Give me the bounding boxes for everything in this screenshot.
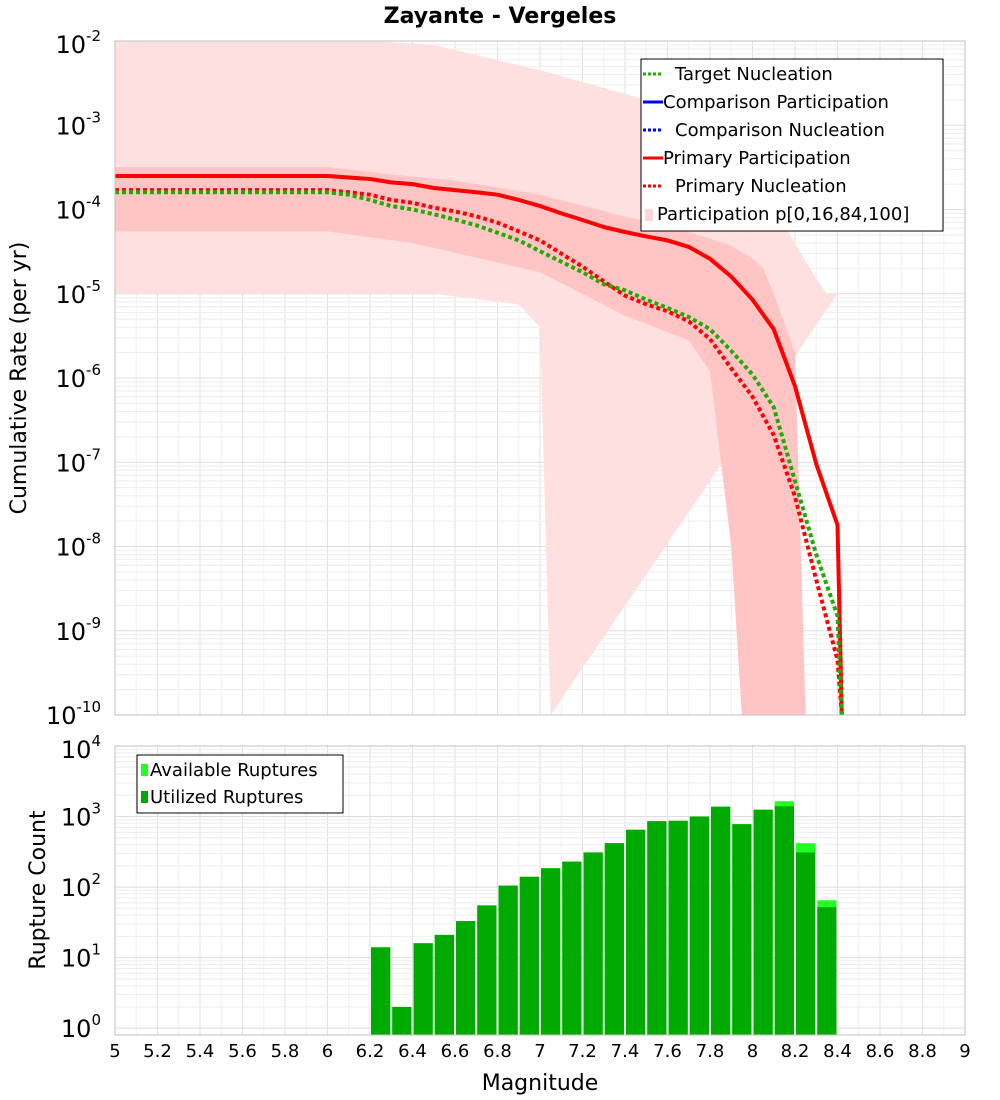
rupture-y-tick-label: 102 (61, 870, 101, 902)
legend-label-target-nucleation: Target Nucleation (674, 64, 833, 85)
magnitude-tick-label: 7.4 (611, 1041, 640, 1062)
legend-label-utilized-ruptures: Utilized Ruptures (150, 787, 303, 808)
chart-title: Zayante - Vergeles (384, 4, 617, 29)
utilized-ruptures-bar (689, 816, 709, 1035)
rupture-y-tick-label: 100 (61, 1011, 101, 1043)
utilized-ruptures-bar (392, 1006, 412, 1035)
magnitude-tick-label: 6.8 (483, 1041, 512, 1062)
legend-label-comparison-nucleation: Comparison Nucleation (675, 120, 885, 141)
rate-y-tick-label: 10-2 (55, 27, 101, 59)
magnitude-tick-label: 8.4 (823, 1041, 852, 1062)
rate-lines (115, 174, 844, 715)
magnitude-tick-label: 9 (959, 1041, 970, 1062)
utilized-ruptures-bar (817, 907, 837, 1035)
rate-plot-panel: 10-2 10-3 10-4 10-5 10-6 10-7 10-8 10-9 10-10 Ta… (46, 27, 966, 730)
rupture-y-tick-labels: 104 103 102 101 100 (61, 732, 101, 1043)
utilized-ruptures-bar (647, 821, 667, 1035)
legend-label-available-ruptures: Available Ruptures (150, 760, 318, 781)
rate-legend: Target Nucleation Comparison Participatio… (640, 58, 944, 232)
participation-band-p16-p84 (115, 166, 806, 715)
magnitude-tick-label: 6 (322, 1041, 333, 1062)
utilized-ruptures-bar (796, 852, 816, 1035)
magnitude-tick-label: 5.8 (271, 1041, 300, 1062)
primary-participation-line (115, 174, 844, 715)
utilized-ruptures-bar (541, 868, 561, 1035)
utilized-ruptures-bar (562, 861, 582, 1035)
target-nucleation-line (115, 190, 844, 715)
utilized-ruptures-bar (456, 921, 476, 1035)
utilized-ruptures-bar (434, 934, 454, 1035)
legend-swatch-available-ruptures (141, 764, 148, 776)
magnitude-tick-label: 7 (534, 1041, 545, 1062)
rupture-y-axis-label: Rupture Count (26, 810, 51, 970)
rate-y-tick-label: 10-3 (55, 108, 101, 140)
magnitude-axis-label: Magnitude (482, 1071, 599, 1096)
rate-y-tick-labels: 10-2 10-3 10-4 10-5 10-6 10-7 10-8 10-9 10-10 (46, 27, 101, 730)
rate-y-axis-label: Cumulative Rate (per yr) (7, 242, 32, 515)
rupture-bars (371, 801, 837, 1035)
utilized-ruptures-bar (498, 885, 518, 1035)
rupture-legend: Available Ruptures Utilized Ruptures (136, 754, 344, 814)
rate-y-tick-label: 10-6 (55, 361, 101, 393)
magnitude-tick-label: 5.4 (186, 1041, 215, 1062)
primary-nucleation-line (115, 188, 844, 715)
magnitude-tick-label: 7.2 (568, 1041, 597, 1062)
rupture-y-tick-label: 104 (61, 732, 101, 764)
rate-y-tick-label: 10-9 (55, 614, 101, 646)
utilized-ruptures-bar (668, 820, 688, 1035)
rate-y-tick-label: 10-4 (55, 193, 101, 225)
rate-y-tick-label: 10-8 (55, 530, 101, 562)
magnitude-tick-label: 5.6 (228, 1041, 257, 1062)
rupture-legend-box (136, 754, 344, 814)
utilized-ruptures-bar (753, 809, 773, 1035)
magnitude-tick-label: 8.2 (781, 1041, 810, 1062)
rate-y-tick-label: 10-5 (55, 277, 101, 309)
rate-plot-frame (114, 40, 966, 716)
utilized-ruptures-bar (604, 843, 624, 1035)
magnitude-tick-label: 8.8 (908, 1041, 937, 1062)
magnitude-tick-label: 6.6 (441, 1041, 470, 1062)
rate-legend-box (640, 58, 944, 232)
rupture-count-panel: 104 103 102 101 100 5 5.2 5.4 5.6 5.8 6 6.2 6.4 6.6 6… (61, 732, 971, 1062)
magnitude-tick-label: 5 (109, 1041, 120, 1062)
legend-label-comparison-participation: Comparison Participation (663, 92, 889, 113)
rupture-y-tick-label: 101 (61, 941, 101, 973)
legend-swatch-participation-p-0-16-84-100 (645, 209, 653, 221)
legend-swatch-utilized-ruptures (141, 791, 148, 803)
magnitude-tick-label: 7.6 (653, 1041, 682, 1062)
utilized-ruptures-bar (732, 824, 752, 1035)
utilized-ruptures-bar (413, 943, 433, 1035)
utilized-ruptures-bar (583, 852, 603, 1035)
rupture-y-tick-label: 103 (61, 800, 101, 832)
rate-y-tick-label: 10-7 (55, 445, 101, 477)
magnitude-tick-label: 8 (747, 1041, 758, 1062)
rupture-plot-frame (114, 745, 966, 1036)
utilized-ruptures-bar (371, 947, 391, 1035)
magnitude-tick-label: 6.2 (356, 1041, 385, 1062)
magnitude-tick-label: 8.6 (866, 1041, 895, 1062)
magnitude-tick-labels: 5 5.2 5.4 5.6 5.8 6 6.2 6.4 6.6 6.8 7 7.2 7.4 7.6 7.8 8… (109, 1041, 970, 1062)
utilized-ruptures-bar (626, 829, 646, 1035)
magnitude-tick-label: 6.4 (398, 1041, 427, 1062)
legend-label-primary-participation: Primary Participation (663, 148, 851, 169)
utilized-ruptures-bar (711, 806, 731, 1035)
magnitude-tick-label: 7.8 (696, 1041, 725, 1062)
utilized-ruptures-bar (774, 806, 794, 1035)
magnitude-tick-label: 5.2 (143, 1041, 172, 1062)
rate-y-tick-label: 10-10 (46, 698, 101, 730)
utilized-ruptures-bar (477, 905, 497, 1035)
legend-label-participation-p-0-16-84-100: Participation p[0,16,84,100] (657, 204, 909, 225)
legend-label-primary-nucleation: Primary Nucleation (675, 176, 847, 197)
utilized-ruptures-bar (519, 876, 539, 1035)
